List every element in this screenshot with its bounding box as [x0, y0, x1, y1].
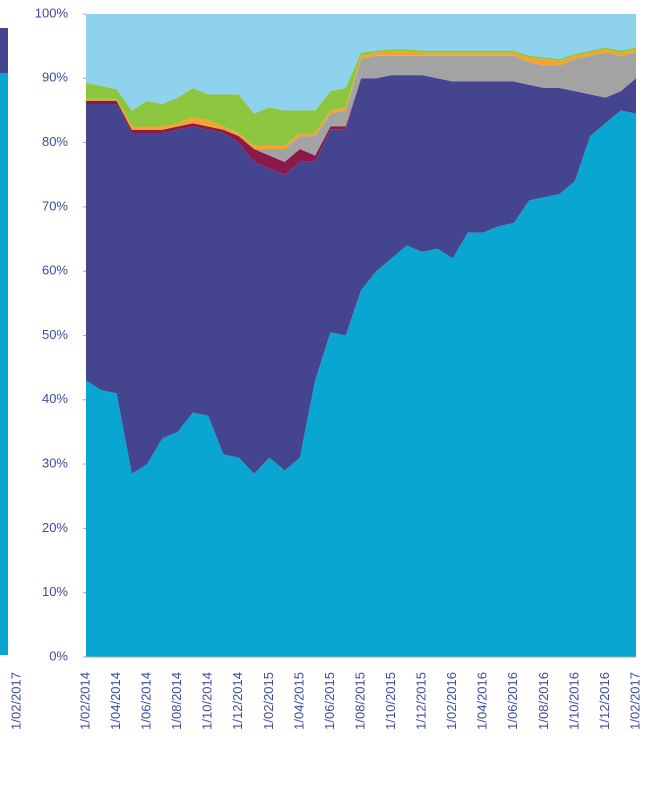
y-tick-label: 60% — [42, 263, 68, 278]
x-tick-label: 1/08/2016 — [536, 672, 551, 730]
fragment-label: 1/02/2017 — [8, 672, 23, 730]
area — [86, 75, 636, 175]
x-tick-label: 1/10/2016 — [566, 672, 581, 730]
y-tick-label: 20% — [42, 520, 68, 535]
x-tick-label: 1/04/2016 — [475, 672, 490, 730]
y-tick-label: 30% — [42, 456, 68, 471]
x-tick-label: 1/04/2014 — [108, 672, 123, 730]
area — [86, 47, 636, 146]
y-tick-label: 70% — [42, 198, 68, 213]
x-tick-label: 1/02/2015 — [261, 672, 276, 730]
y-tick-label: 100% — [35, 5, 69, 20]
x-tick-label: 1/02/2016 — [444, 672, 459, 730]
y-tick-label: 90% — [42, 70, 68, 85]
y-tick-label: 0% — [49, 648, 68, 663]
area — [86, 75, 636, 474]
x-tick-label: 1/06/2016 — [505, 672, 520, 730]
fragment-area — [0, 28, 8, 73]
x-tick-label: 1/10/2015 — [383, 672, 398, 730]
y-tick-label: 40% — [42, 391, 68, 406]
x-tick-label: 1/12/2016 — [597, 672, 612, 730]
area — [86, 110, 636, 657]
x-tick-label: 1/06/2014 — [139, 672, 154, 730]
x-tick-label: 1/08/2015 — [352, 672, 367, 730]
fragment-area — [0, 30, 8, 655]
x-tick-label: 1/12/2015 — [414, 672, 429, 730]
area — [86, 52, 636, 162]
x-tick-label: 1/02/2014 — [77, 672, 92, 730]
x-tick-label: 1/02/2017 — [627, 672, 642, 730]
area — [86, 14, 636, 114]
x-tick-label: 1/10/2014 — [200, 672, 215, 730]
x-tick-label: 1/04/2015 — [291, 672, 306, 730]
x-tick-label: 1/08/2014 — [169, 672, 184, 730]
x-tick-label: 1/12/2014 — [230, 672, 245, 730]
y-tick-label: 80% — [42, 134, 68, 149]
y-tick-label: 10% — [42, 584, 68, 599]
x-tick-label: 1/06/2015 — [322, 672, 337, 730]
y-tick-label: 50% — [42, 327, 68, 342]
